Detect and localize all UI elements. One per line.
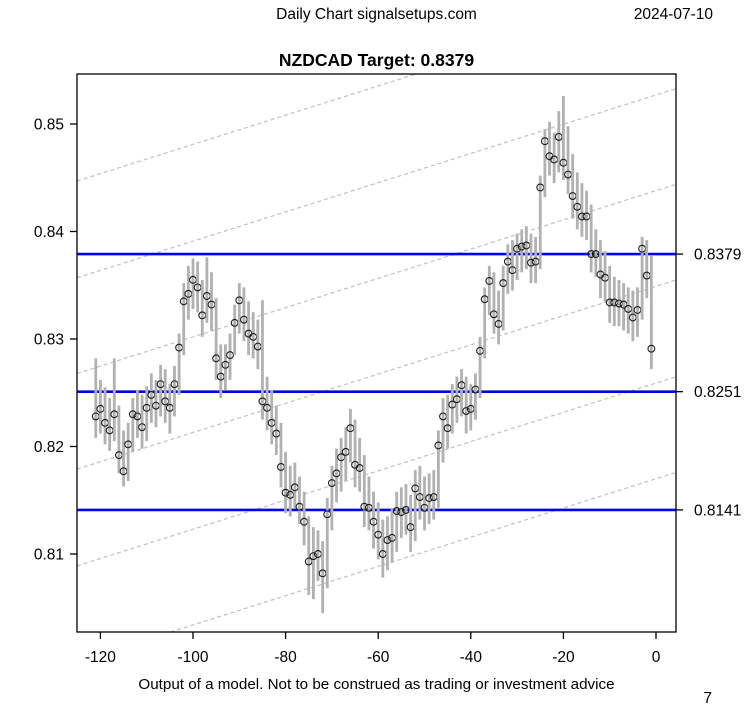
trend-channel-line [168,471,676,632]
y-tick-label: 0.85 [34,117,64,134]
page-header-title: Daily Chart signalsetups.com [276,6,477,23]
page-header-date: 2024-07-10 [633,6,713,23]
trend-channel-line [77,74,419,182]
chart-title: NZDCAD Target: 0.8379 [278,50,475,70]
plot-border [76,73,677,633]
x-tick-label: -20 [552,649,575,666]
page-number: 7 [703,690,712,707]
trend-channel-line [77,88,676,279]
x-tick-label: 0 [652,649,661,666]
level-label: 0.8141 [694,502,741,519]
x-tick-label: -120 [85,649,116,666]
level-label: 0.8379 [694,247,741,264]
y-tick-label: 0.84 [34,224,65,241]
x-tick-label: -100 [177,649,208,666]
x-tick-label: -60 [367,649,390,666]
y-tick-label: 0.81 [34,547,64,564]
y-tick-label: 0.83 [34,332,64,349]
y-tick-label: 0.82 [34,439,64,456]
level-label: 0.8251 [694,384,741,401]
x-tick-label: -80 [274,649,297,666]
trend-channel-line [77,279,676,470]
x-tick-label: -40 [460,649,483,666]
close-marker [647,344,656,353]
disclaimer-text: Output of a model. Not to be construed a… [138,676,615,693]
